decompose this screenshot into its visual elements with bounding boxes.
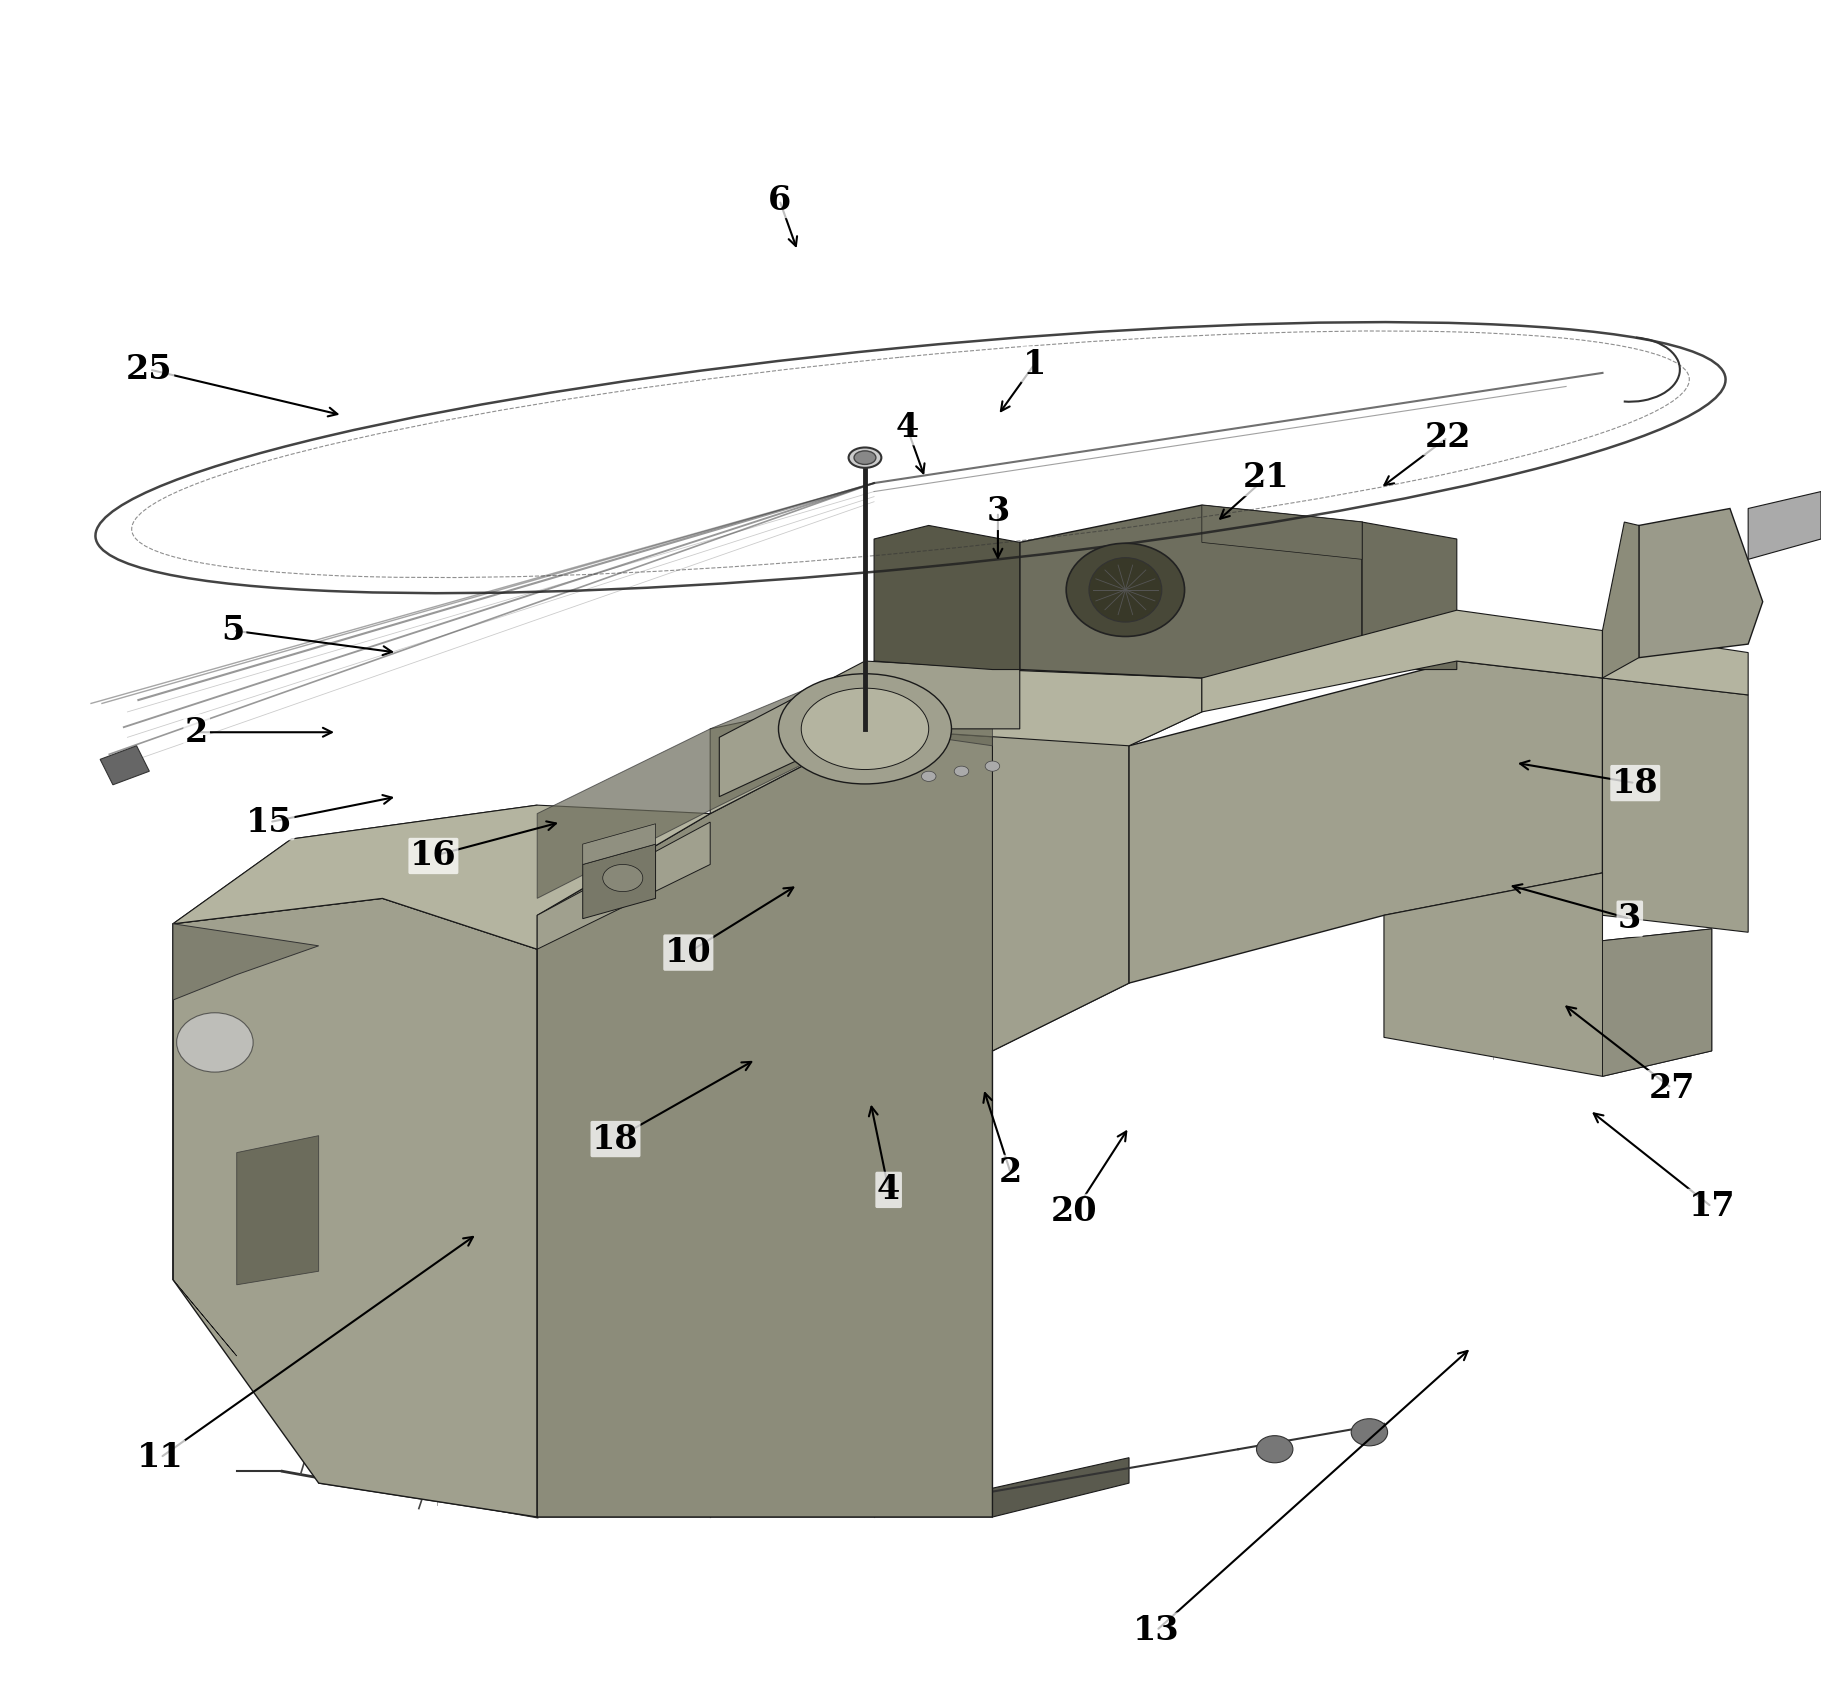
Text: 15: 15 xyxy=(246,805,293,839)
Polygon shape xyxy=(992,670,1202,1051)
Ellipse shape xyxy=(1256,1436,1293,1463)
Polygon shape xyxy=(100,746,149,785)
Polygon shape xyxy=(537,661,992,898)
Ellipse shape xyxy=(849,447,881,468)
Polygon shape xyxy=(1602,929,1712,1076)
Polygon shape xyxy=(874,525,1020,670)
Polygon shape xyxy=(1748,492,1821,559)
Polygon shape xyxy=(1602,522,1639,678)
Text: 1: 1 xyxy=(1023,347,1045,381)
Text: 27: 27 xyxy=(1648,1071,1695,1105)
Text: 25: 25 xyxy=(126,353,173,386)
Polygon shape xyxy=(173,898,537,1517)
Polygon shape xyxy=(710,670,1202,814)
Ellipse shape xyxy=(177,1012,253,1073)
Text: 17: 17 xyxy=(1688,1190,1735,1224)
Text: 5: 5 xyxy=(222,614,244,647)
Text: 22: 22 xyxy=(1424,420,1471,454)
Text: 4: 4 xyxy=(878,1173,900,1207)
Polygon shape xyxy=(173,924,237,1356)
Polygon shape xyxy=(537,822,710,949)
Ellipse shape xyxy=(1065,544,1185,637)
Polygon shape xyxy=(1020,505,1362,678)
Polygon shape xyxy=(1384,873,1712,1076)
Text: 11: 11 xyxy=(137,1441,184,1475)
Text: 2: 2 xyxy=(186,715,208,749)
Ellipse shape xyxy=(801,688,929,770)
Polygon shape xyxy=(1602,678,1748,932)
Polygon shape xyxy=(319,1454,1129,1517)
Text: 3: 3 xyxy=(987,495,1009,529)
Text: 4: 4 xyxy=(896,410,918,444)
Polygon shape xyxy=(1129,661,1602,983)
Polygon shape xyxy=(719,661,1020,797)
Ellipse shape xyxy=(921,771,936,781)
Polygon shape xyxy=(583,824,656,864)
Polygon shape xyxy=(1639,508,1763,658)
Text: 18: 18 xyxy=(592,1122,639,1156)
Ellipse shape xyxy=(1089,558,1162,622)
Ellipse shape xyxy=(954,766,969,776)
Ellipse shape xyxy=(1351,1419,1388,1446)
Polygon shape xyxy=(1202,505,1362,559)
Polygon shape xyxy=(1362,522,1457,670)
Ellipse shape xyxy=(603,864,643,892)
Polygon shape xyxy=(237,1136,319,1285)
Text: 21: 21 xyxy=(1242,461,1289,495)
Ellipse shape xyxy=(985,761,1000,771)
Polygon shape xyxy=(1602,631,1748,695)
Text: 18: 18 xyxy=(1612,766,1659,800)
Polygon shape xyxy=(1202,610,1602,712)
Text: 6: 6 xyxy=(768,183,790,217)
Text: 20: 20 xyxy=(1051,1195,1098,1229)
Polygon shape xyxy=(537,729,1129,1517)
Polygon shape xyxy=(583,844,656,919)
Text: 10: 10 xyxy=(665,936,712,970)
Ellipse shape xyxy=(854,451,876,464)
Polygon shape xyxy=(173,805,710,949)
Ellipse shape xyxy=(779,675,951,783)
Text: 2: 2 xyxy=(1000,1156,1022,1190)
Text: 13: 13 xyxy=(1133,1614,1180,1648)
Text: 3: 3 xyxy=(1619,902,1641,936)
Polygon shape xyxy=(173,924,319,1000)
Text: 16: 16 xyxy=(410,839,457,873)
Polygon shape xyxy=(173,805,537,949)
